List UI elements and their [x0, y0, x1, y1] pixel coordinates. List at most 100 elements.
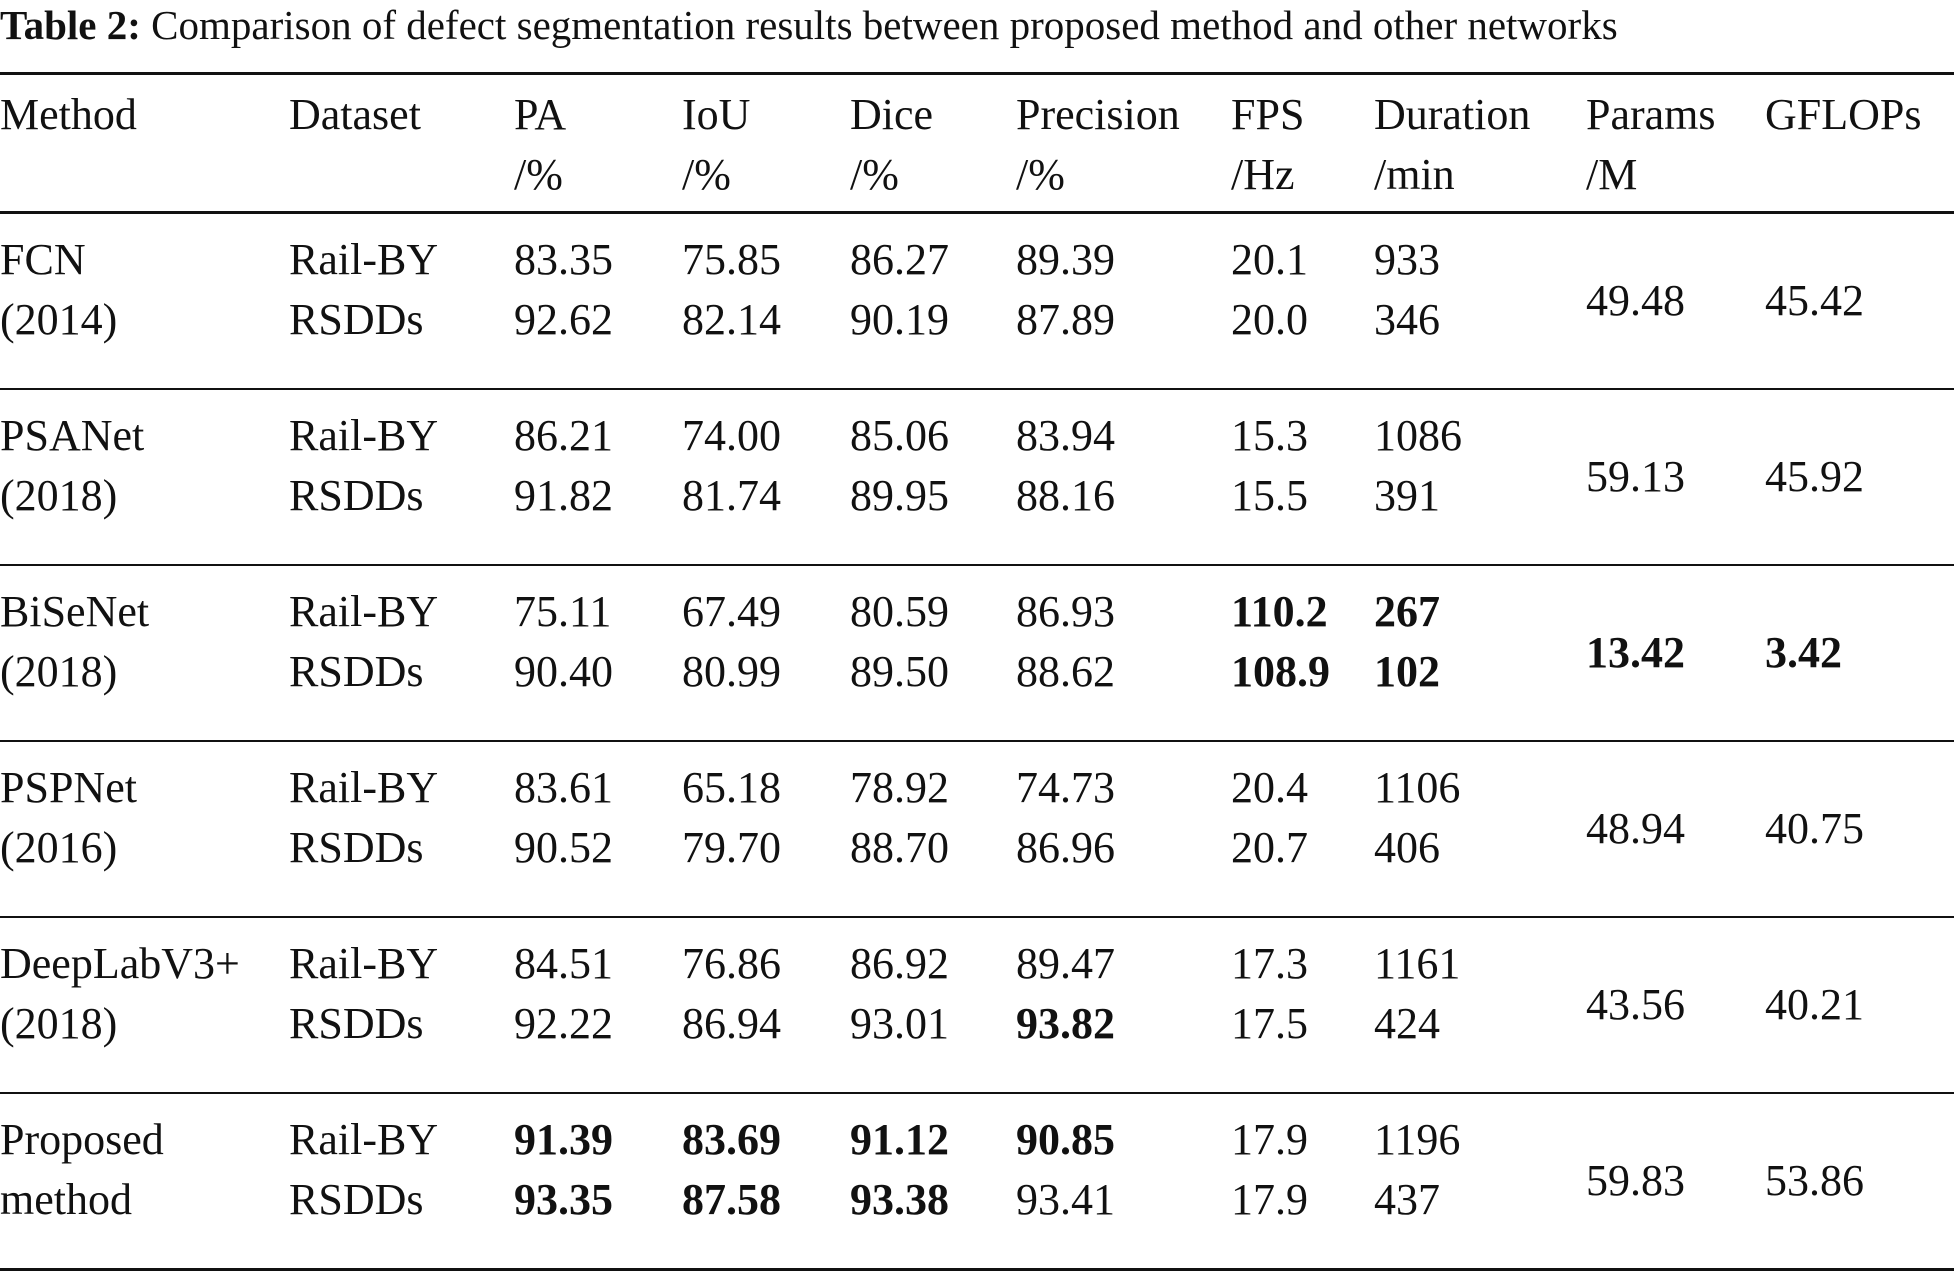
dataset-name: Rail-BY: [289, 411, 439, 460]
params-value-cell: 49.48: [1586, 213, 1765, 390]
pa-value-cell: 83.35 92.62: [514, 213, 682, 390]
dice-value: 88.70: [850, 823, 949, 872]
dice-value-cell: 78.92 88.70: [850, 741, 1016, 917]
table-row: BiSeNet (2018) Rail-BY RSDDs 75.11 90.40 67.49…: [0, 565, 1954, 741]
iou-value-cell: 75.85 82.14: [682, 213, 850, 390]
duration-value-cell: 1106 406: [1374, 741, 1586, 917]
dataset-name: RSDDs: [289, 295, 424, 344]
fps-value: 17.9: [1231, 1175, 1308, 1224]
column-name: Params: [1586, 90, 1716, 139]
pa-value: 83.35: [514, 235, 613, 284]
dice-value: 93.38: [850, 1175, 949, 1224]
dice-value: 89.95: [850, 471, 949, 520]
dataset-name: RSDDs: [289, 647, 424, 696]
duration-value: 267: [1374, 587, 1440, 636]
params-value: 43.56: [1586, 980, 1685, 1029]
dataset-name: RSDDs: [289, 999, 424, 1048]
dataset-name-cell: Rail-BY RSDDs: [289, 565, 514, 741]
precision-value-cell: 89.39 87.89: [1016, 213, 1231, 390]
duration-value-cell: 1161 424: [1374, 917, 1586, 1093]
dice-value-cell: 85.06 89.95: [850, 389, 1016, 565]
fps-value: 17.9: [1231, 1115, 1308, 1164]
iou-value: 86.94: [682, 999, 781, 1048]
gflops-value-cell: 3.42: [1765, 565, 1954, 741]
column-unit: /%: [682, 150, 731, 199]
column-header: Method: [0, 74, 289, 213]
dice-value: 93.01: [850, 999, 949, 1048]
pa-value-cell: 75.11 90.40: [514, 565, 682, 741]
method-name: method: [0, 1175, 132, 1224]
params-value-cell: 48.94: [1586, 741, 1765, 917]
column-header: Params/M: [1586, 74, 1765, 213]
gflops-value-cell: 45.92: [1765, 389, 1954, 565]
pa-value-cell: 91.39 93.35: [514, 1093, 682, 1270]
gflops-value: 45.42: [1765, 276, 1864, 325]
table-row: DeepLabV3+ (2018) Rail-BY RSDDs 84.51 92.22 76…: [0, 917, 1954, 1093]
dataset-name-cell: Rail-BY RSDDs: [289, 213, 514, 390]
iou-value-cell: 83.69 87.58: [682, 1093, 850, 1270]
fps-value-cell: 15.3 15.5: [1231, 389, 1374, 565]
fps-value-cell: 20.1 20.0: [1231, 213, 1374, 390]
column-unit: /Hz: [1231, 150, 1295, 199]
duration-value: 346: [1374, 295, 1440, 344]
column-header: Dataset: [289, 74, 514, 213]
method-name: BiSeNet: [0, 587, 150, 636]
method-name-cell: FCN (2014): [0, 213, 289, 390]
column-unit: /min: [1374, 150, 1455, 199]
precision-value: 88.62: [1016, 647, 1115, 696]
fps-value-cell: 17.9 17.9: [1231, 1093, 1374, 1270]
pa-value-cell: 86.21 91.82: [514, 389, 682, 565]
dataset-name-cell: Rail-BY RSDDs: [289, 1093, 514, 1270]
dice-value-cell: 86.92 93.01: [850, 917, 1016, 1093]
duration-value: 1196: [1374, 1115, 1461, 1164]
pa-value: 90.52: [514, 823, 613, 872]
precision-value: 87.89: [1016, 295, 1115, 344]
column-unit: /%: [514, 150, 563, 199]
precision-value: 90.85: [1016, 1115, 1115, 1164]
pa-value: 90.40: [514, 647, 613, 696]
fps-value: 17.3: [1231, 939, 1308, 988]
gflops-value: 40.75: [1765, 804, 1864, 853]
precision-value: 83.94: [1016, 411, 1115, 460]
duration-value: 1161: [1374, 939, 1461, 988]
dataset-name: RSDDs: [289, 471, 424, 520]
gflops-value-cell: 40.75: [1765, 741, 1954, 917]
dice-value: 78.92: [850, 763, 949, 812]
table-row: FCN (2014) Rail-BY RSDDs 83.35 92.62 75.85 82.1…: [0, 213, 1954, 390]
column-name: Method: [0, 90, 137, 139]
pa-value: 91.82: [514, 471, 613, 520]
duration-value: 1106: [1374, 763, 1461, 812]
column-header: GFLOPs: [1765, 74, 1954, 213]
dataset-name: Rail-BY: [289, 235, 439, 284]
dice-value: 85.06: [850, 411, 949, 460]
fps-value: 17.5: [1231, 999, 1308, 1048]
method-name: Proposed: [0, 1115, 164, 1164]
duration-value: 391: [1374, 471, 1440, 520]
pa-value-cell: 84.51 92.22: [514, 917, 682, 1093]
column-header: PA /%: [514, 74, 682, 213]
duration-value: 933: [1374, 235, 1440, 284]
column-header: Duration/min: [1374, 74, 1586, 213]
params-value: 13.42: [1586, 628, 1685, 677]
pa-value: 83.61: [514, 763, 613, 812]
iou-value: 67.49: [682, 587, 781, 636]
dice-value: 91.12: [850, 1115, 949, 1164]
params-value-cell: 13.42: [1586, 565, 1765, 741]
params-value-cell: 59.83: [1586, 1093, 1765, 1270]
duration-value: 1086: [1374, 411, 1462, 460]
iou-value: 76.86: [682, 939, 781, 988]
precision-value: 93.82: [1016, 999, 1115, 1048]
precision-value: 93.41: [1016, 1175, 1115, 1224]
pa-value: 93.35: [514, 1175, 613, 1224]
gflops-value-cell: 40.21: [1765, 917, 1954, 1093]
iou-value: 83.69: [682, 1115, 781, 1164]
iou-value: 81.74: [682, 471, 781, 520]
column-header: IoU /%: [682, 74, 850, 213]
iou-value: 82.14: [682, 295, 781, 344]
fps-value: 20.7: [1231, 823, 1308, 872]
duration-value-cell: 933 346: [1374, 213, 1586, 390]
iou-value-cell: 76.86 86.94: [682, 917, 850, 1093]
method-name: (2014): [0, 295, 118, 344]
method-name: DeepLabV3+: [0, 939, 240, 988]
dataset-name: RSDDs: [289, 823, 424, 872]
